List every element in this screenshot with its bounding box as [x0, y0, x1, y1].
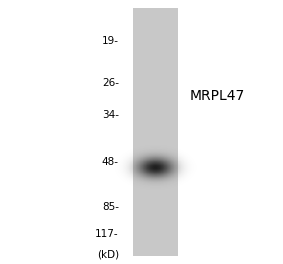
- Text: 48-: 48-: [102, 157, 119, 167]
- Text: 85-: 85-: [102, 202, 119, 212]
- Text: 34-: 34-: [102, 110, 119, 120]
- Bar: [133, 8, 178, 256]
- Text: MRPL47: MRPL47: [190, 89, 245, 103]
- Text: 26-: 26-: [102, 78, 119, 88]
- Text: (kD): (kD): [97, 250, 119, 260]
- Text: 117-: 117-: [95, 229, 119, 239]
- Text: 19-: 19-: [102, 36, 119, 46]
